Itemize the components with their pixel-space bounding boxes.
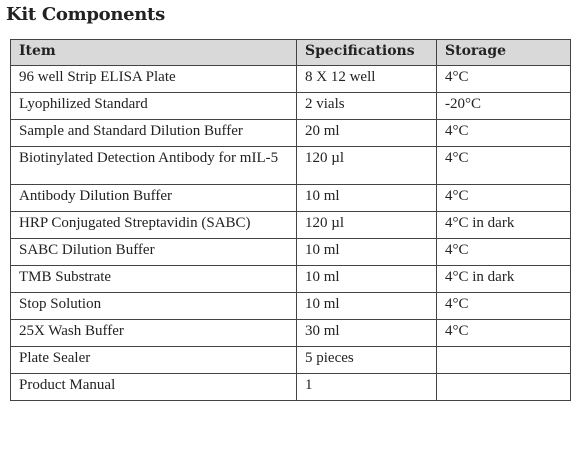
components-table: Item Specifications Storage 96 well Strip …	[10, 39, 571, 401]
table-cell: 30 ml	[296, 319, 437, 347]
table-cell: 4°C	[436, 184, 571, 212]
table-row: Product Manual 1	[10, 373, 571, 401]
table-row: 25X Wash Buffer 30 ml 4°C	[10, 319, 571, 347]
table-cell: 120 µl	[296, 211, 437, 239]
table-cell: 4°C	[436, 292, 571, 320]
table-cell: Stop Solution	[10, 292, 297, 320]
table-cell: 10 ml	[296, 265, 437, 293]
table-cell: 120 µl	[296, 146, 437, 185]
table-row: Sample and Standard Dilution Buffer 20 ml…	[10, 119, 571, 147]
table-cell: 10 ml	[296, 292, 437, 320]
table-cell: 8 X 12 well	[296, 65, 437, 93]
table-row: Lyophilized Standard 2 vials -20°C	[10, 92, 571, 120]
table-cell: 4°C	[436, 319, 571, 347]
table-row: Biotinylated Detection Antibody for mIL-…	[10, 146, 571, 185]
table-cell: HRP Conjugated Streptavidin (SABC)	[10, 211, 297, 239]
table-cell: 4°C	[436, 119, 571, 147]
column-header: Storage	[436, 39, 571, 66]
table-cell: 2 vials	[296, 92, 437, 120]
column-header: Specifications	[296, 39, 437, 66]
header-row: Item Specifications Storage	[10, 39, 571, 66]
table-row: HRP Conjugated Streptavidin (SABC) 120 µl…	[10, 211, 571, 239]
table-cell: 4°C	[436, 238, 571, 266]
table-cell: 10 ml	[296, 238, 437, 266]
table-row: Plate Sealer 5 pieces	[10, 346, 571, 374]
table-row: SABC Dilution Buffer 10 ml 4°C	[10, 238, 571, 266]
table-cell: 4°C in dark	[436, 211, 571, 239]
table-cell: 4°C	[436, 65, 571, 93]
table-cell: 96 well Strip ELISA Plate	[10, 65, 297, 93]
table-cell: 1	[296, 373, 437, 401]
table-cell: TMB Substrate	[10, 265, 297, 293]
table-cell: Sample and Standard Dilution Buffer	[10, 119, 297, 147]
table-cell	[436, 346, 571, 374]
table-cell: Lyophilized Standard	[10, 92, 297, 120]
table-cell: 20 ml	[296, 119, 437, 147]
table-cell: -20°C	[436, 92, 571, 120]
table-cell: 5 pieces	[296, 346, 437, 374]
section-title: Kit Components	[6, 4, 165, 25]
column-header: Item	[10, 39, 297, 66]
table-row: 96 well Strip ELISA Plate 8 X 12 well 4°C	[10, 65, 571, 93]
table-cell: SABC Dilution Buffer	[10, 238, 297, 266]
table-cell: Biotinylated Detection Antibody for mIL-…	[10, 146, 297, 185]
table-cell: 4°C	[436, 146, 571, 185]
table-cell: 25X Wash Buffer	[10, 319, 297, 347]
table-cell	[436, 373, 571, 401]
table-cell: Product Manual	[10, 373, 297, 401]
table-cell: 4°C in dark	[436, 265, 571, 293]
table-cell: Plate Sealer	[10, 346, 297, 374]
table-row: Stop Solution 10 ml 4°C	[10, 292, 571, 320]
table-row: Antibody Dilution Buffer 10 ml 4°C	[10, 184, 571, 212]
table-cell: 10 ml	[296, 184, 437, 212]
table-cell: Antibody Dilution Buffer	[10, 184, 297, 212]
table-row: TMB Substrate 10 ml 4°C in dark	[10, 265, 571, 293]
